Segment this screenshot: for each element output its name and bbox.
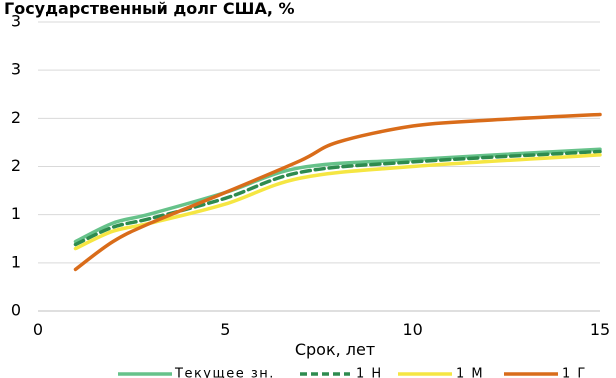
series-lines bbox=[73, 112, 602, 272]
x-tick-label: 5 bbox=[220, 320, 230, 339]
y-tick-label: 1 bbox=[11, 204, 21, 223]
x-axis-ticks: 0 5 10 15 bbox=[33, 320, 610, 339]
chart-title: Государственный долг США, % bbox=[4, 0, 295, 18]
legend-label: 1 Н bbox=[356, 367, 383, 378]
legend-label: Текущее зн. bbox=[174, 367, 275, 378]
y-tick-label: 0 bbox=[11, 301, 21, 320]
series-line bbox=[73, 147, 602, 244]
x-tick-label: 15 bbox=[590, 320, 610, 339]
x-tick-label: 10 bbox=[402, 320, 422, 339]
y-axis-ticks: 0 1 1 2 2 3 3 bbox=[11, 12, 21, 320]
legend-label: 1 Г bbox=[562, 367, 587, 378]
series-line bbox=[73, 149, 602, 247]
legend: Текущее зн. 1 Н 1 М 1 Г bbox=[118, 367, 587, 378]
gridlines bbox=[38, 21, 600, 264]
x-tick-label: 0 bbox=[33, 320, 43, 339]
legend-label: 1 М bbox=[456, 367, 484, 378]
y-tick-label: 1 bbox=[11, 252, 21, 271]
y-tick-label: 3 bbox=[11, 60, 21, 79]
series-line bbox=[73, 112, 602, 272]
y-tick-label: 2 bbox=[11, 108, 21, 127]
y-tick-label: 2 bbox=[11, 156, 21, 175]
series-line bbox=[73, 153, 602, 251]
x-axis-title: Срок, лет bbox=[295, 340, 375, 359]
y-tick-label: 3 bbox=[11, 12, 21, 31]
